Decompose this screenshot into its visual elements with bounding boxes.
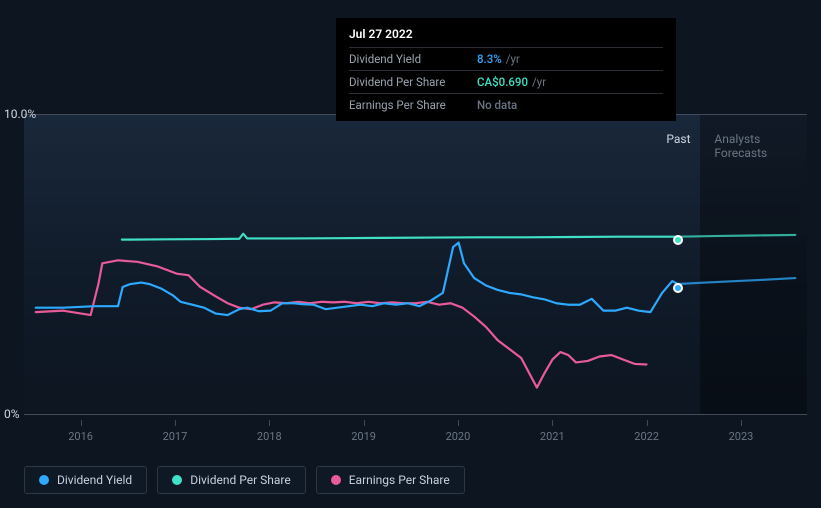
legend-item[interactable]: Dividend Per Share	[157, 466, 306, 494]
x-axis-label: 2019	[351, 430, 376, 443]
tooltip-row-value: 8.3%	[477, 52, 502, 66]
x-axis-label: 2021	[540, 430, 565, 443]
legend-label: Earnings Per Share	[349, 473, 450, 487]
legend-swatch	[39, 475, 49, 485]
legend-label: Dividend Per Share	[190, 473, 291, 487]
tooltip-row-label: Dividend Per Share	[349, 75, 477, 89]
x-tick	[364, 420, 365, 426]
tooltip-row-label: Earnings Per Share	[349, 98, 477, 112]
tooltip-row-value: No data	[477, 98, 517, 112]
x-tick	[269, 420, 270, 426]
tooltip-row: Earnings Per ShareNo data	[349, 93, 663, 116]
series-marker	[673, 235, 683, 245]
x-axis-label: 2018	[257, 430, 282, 443]
x-tick	[741, 420, 742, 426]
legend-item[interactable]: Earnings Per Share	[316, 466, 465, 494]
x-axis-label: 2023	[729, 430, 754, 443]
x-axis-label: 2020	[446, 430, 471, 443]
tooltip-row-value: CA$0.690	[477, 75, 528, 89]
chart-legend: Dividend Yield Dividend Per Share Earnings…	[24, 466, 465, 494]
tooltip-row-label: Dividend Yield	[349, 52, 477, 66]
x-axis-label: 2017	[163, 430, 188, 443]
series-marker	[673, 283, 683, 293]
tooltip-row: Dividend Per ShareCA$0.690/yr	[349, 70, 663, 93]
x-tick	[647, 420, 648, 426]
x-axis-label: 2022	[634, 430, 659, 443]
tooltip-row: Dividend Yield8.3% /yr	[349, 47, 663, 70]
y-axis-label-min: 0%	[4, 407, 20, 421]
x-axis-label: 2016	[68, 430, 93, 443]
forecast-label: Analysts Forecasts	[714, 132, 807, 160]
tooltip-title: Jul 27 2022	[349, 27, 663, 41]
x-tick	[81, 420, 82, 426]
legend-item[interactable]: Dividend Yield	[24, 466, 147, 494]
x-tick	[458, 420, 459, 426]
dividend-chart: Past Analysts Forecasts 10.0% 0% 2016201…	[0, 0, 821, 508]
past-label: Past	[666, 132, 690, 146]
x-tick	[552, 420, 553, 426]
legend-swatch	[331, 475, 341, 485]
x-axis: 2016 2017 2018 2019 2020 2021 2022 2023	[24, 430, 807, 450]
tooltip-row-suffix: /yr	[506, 52, 520, 66]
tooltip-row-suffix: /yr	[532, 75, 546, 89]
y-axis-label-max: 10.0%	[4, 107, 36, 121]
legend-label: Dividend Yield	[57, 473, 132, 487]
x-tick	[175, 420, 176, 426]
chart-tooltip: Jul 27 2022 Dividend Yield8.3%/yrDividen…	[336, 18, 676, 121]
legend-swatch	[172, 475, 182, 485]
